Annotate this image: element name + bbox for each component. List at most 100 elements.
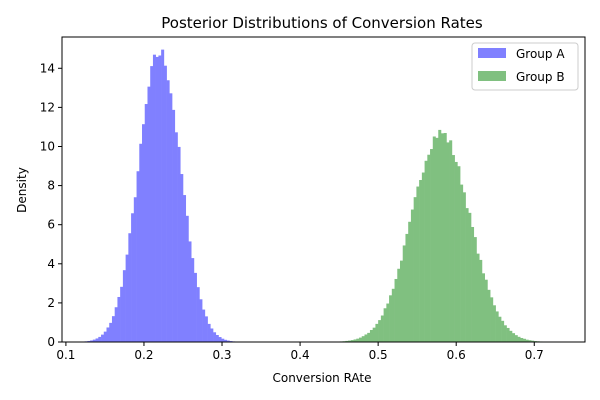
y-tick-label-5: 10 [40, 139, 55, 153]
histogram-bar-group-b-45 [454, 161, 458, 342]
x-axis-ticks: 0.1 0.2 0.3 0.4 0.5 0.6 0.7 [56, 342, 544, 362]
histogram-bar-group-b-56 [484, 279, 488, 342]
histogram-bar-group-a-40 [188, 241, 192, 342]
legend-label-group-b: Group B [516, 70, 565, 84]
histogram-bar-group-a-36 [177, 146, 181, 342]
y-tick-label-1: 2 [47, 296, 55, 310]
histogram-bar-group-b-18 [380, 315, 384, 342]
histogram-bar-group-a-53 [223, 339, 227, 342]
histogram-bar-group-b-70 [522, 338, 526, 342]
histogram-bar-group-b-17 [378, 320, 382, 342]
histogram-bar-group-b-21 [389, 295, 393, 342]
histogram-bar-group-b-6 [348, 340, 352, 342]
histogram-bar-group-b-66 [512, 333, 516, 342]
x-tick-label-5: 0.6 [447, 348, 466, 362]
x-tick-label-1: 0.2 [134, 348, 153, 362]
histogram-bar-group-a-18 [128, 233, 132, 342]
histogram-bar-group-a-37 [180, 174, 184, 342]
histogram-bar-group-a-45 [202, 309, 206, 342]
histogram-bar-group-b-29 [410, 209, 414, 342]
histogram-bar-group-b-25 [400, 260, 404, 342]
histogram-bar-group-b-72 [528, 340, 532, 342]
histogram-bar-group-a-46 [204, 316, 208, 342]
histogram-bar-group-a-39 [185, 215, 189, 342]
histogram-bar-group-a-6 [95, 338, 99, 342]
histogram-bar-group-b-39 [438, 129, 442, 342]
histogram-bar-group-b-73 [531, 340, 535, 342]
histogram-bar-group-b-33 [421, 172, 425, 342]
histogram-bar-group-b-61 [498, 316, 502, 342]
histogram-bar-group-b-58 [490, 297, 494, 342]
histogram-bar-group-b-20 [386, 303, 390, 342]
histogram-bar-group-b-55 [481, 273, 485, 342]
legend-swatch-group-a [478, 48, 506, 58]
histogram-bar-group-a-43 [196, 287, 200, 342]
y-tick-label-2: 4 [47, 257, 55, 271]
histogram-bar-group-a-27 [152, 54, 156, 343]
x-tick-label-4: 0.5 [369, 348, 388, 362]
histogram-bar-group-b-5 [345, 340, 349, 342]
series-group-b-bars [331, 129, 548, 342]
histogram-bar-group-b-27 [405, 233, 409, 342]
histogram-bar-group-a-48 [210, 328, 214, 342]
histogram-bar-group-a-24 [144, 104, 148, 343]
y-tick-label-7: 14 [40, 61, 55, 75]
histogram-bar-group-b-54 [479, 259, 483, 342]
histogram-bar-group-b-10 [359, 337, 363, 342]
histogram-bar-group-b-57 [487, 289, 491, 342]
histogram-bar-group-a-21 [136, 171, 140, 342]
histogram-bar-group-b-47 [460, 184, 464, 342]
histogram-bar-group-a-47 [207, 323, 211, 342]
histogram-bar-group-a-10 [106, 327, 110, 342]
histogram-bar-group-a-20 [133, 197, 137, 342]
y-axis-ticks: 0 2 4 6 8 10 12 14 [40, 61, 62, 349]
histogram-bar-group-b-34 [424, 160, 428, 342]
histogram-bar-group-a-13 [114, 307, 118, 342]
histogram-bar-group-b-37 [432, 136, 436, 342]
y-axis-label: Density [15, 167, 29, 213]
histogram-bar-group-b-60 [495, 311, 499, 342]
histogram-bar-group-b-19 [383, 308, 387, 342]
histogram-bar-group-b-59 [492, 305, 496, 342]
histogram-bar-group-a-34 [172, 109, 176, 342]
y-tick-label-0: 0 [47, 335, 55, 349]
x-axis-label: Conversion RAte [272, 371, 371, 385]
legend: Group A Group B [471, 42, 579, 91]
plot-frame [61, 36, 586, 343]
histogram-bar-group-b-12 [364, 334, 368, 342]
histogram-bar-group-b-22 [391, 288, 395, 342]
histogram-bar-group-b-23 [394, 278, 398, 342]
x-tick-label-2: 0.3 [212, 348, 231, 362]
histogram-bar-group-b-53 [476, 253, 480, 342]
histogram-bar-group-a-11 [109, 322, 113, 342]
histogram-bar-group-b-16 [375, 323, 379, 342]
histogram-bar-group-a-14 [117, 296, 121, 342]
histogram-bar-group-a-17 [125, 254, 129, 342]
histogram-bar-group-b-42 [446, 142, 450, 342]
histogram-bar-group-b-7 [350, 340, 354, 342]
histogram-bar-group-a-23 [142, 124, 146, 342]
histogram-bar-group-b-63 [503, 325, 507, 342]
histogram-bar-group-a-49 [213, 332, 217, 342]
histogram-bar-group-a-4 [90, 340, 94, 342]
histogram-bar-group-b-40 [440, 133, 445, 342]
histogram-bar-group-a-54 [226, 340, 230, 342]
legend-label-group-a: Group A [516, 47, 565, 61]
x-tick-label-0: 0.1 [56, 348, 75, 362]
series-group-a-bars [79, 49, 241, 343]
histogram-bar-group-b-30 [413, 197, 417, 342]
histogram-bar-group-a-3 [87, 340, 91, 342]
histogram-bar-group-a-28 [155, 56, 159, 343]
histogram-bar-group-a-51 [218, 337, 222, 342]
histogram-bar-group-b-35 [427, 154, 431, 342]
histogram-bar-group-b-44 [451, 155, 455, 342]
histogram-bar-group-a-32 [166, 80, 170, 342]
histogram-bar-group-b-36 [430, 149, 434, 342]
histogram-bar-group-b-71 [525, 339, 529, 342]
histogram-bar-group-a-19 [131, 213, 135, 342]
histogram-bar-group-b-28 [408, 221, 412, 342]
y-tick-label-6: 12 [40, 100, 55, 114]
histogram-bar-group-b-51 [471, 226, 475, 342]
histogram-bar-group-b-43 [449, 140, 453, 342]
histogram-bar-group-a-33 [169, 93, 173, 342]
